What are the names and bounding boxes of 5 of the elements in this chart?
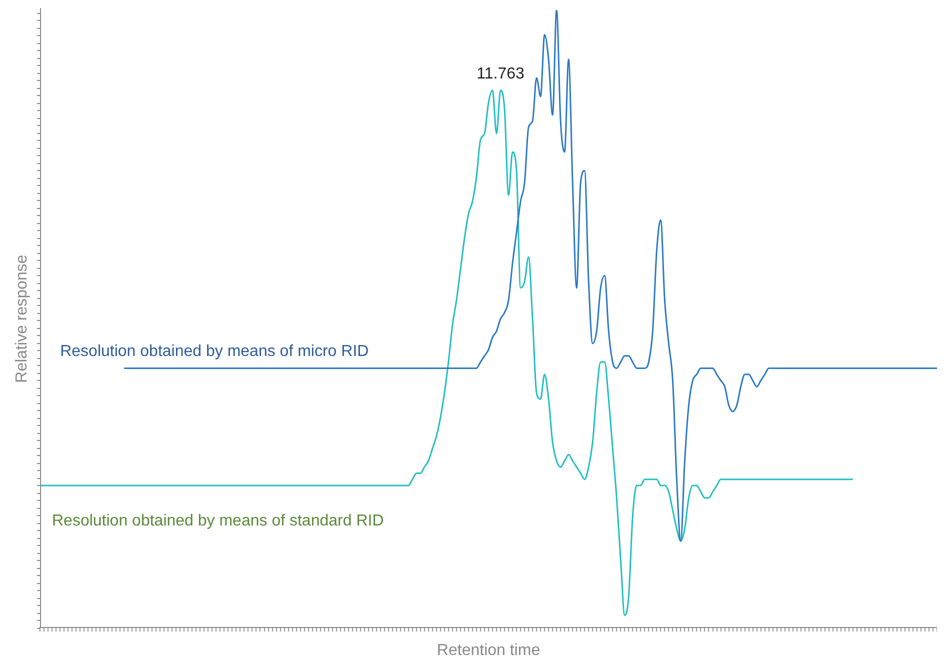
- series-label: Resolution obtained by means of micro RID: [60, 343, 369, 360]
- y-axis-title: Relative response: [13, 254, 30, 383]
- series-label: Resolution obtained by means of standard RID: [52, 512, 384, 530]
- x-axis-title: Retention time: [436, 642, 540, 659]
- annotation: 11.763: [476, 65, 524, 82]
